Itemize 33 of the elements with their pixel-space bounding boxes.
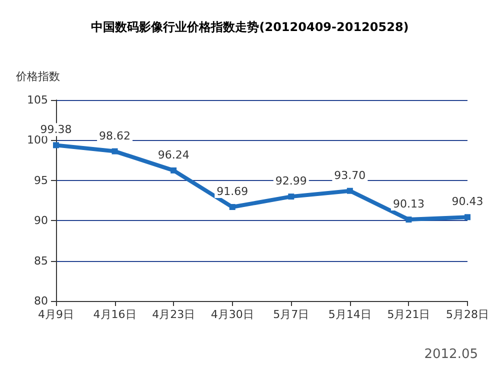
y-tick-label: 100: [27, 134, 48, 147]
point: [112, 148, 118, 154]
x-tick-label: 5月28日: [446, 308, 489, 321]
point: [53, 142, 59, 148]
point: [288, 194, 294, 200]
point: [464, 214, 470, 220]
data-label: 92.99: [275, 174, 307, 188]
data-label: 96.24: [158, 148, 190, 162]
y-tick-label: 95: [34, 174, 48, 187]
y-tick-label: 105: [27, 94, 48, 106]
point: [346, 188, 353, 194]
x-tick-label: 4月16日: [93, 308, 136, 321]
point: [229, 204, 236, 210]
y-tick-label: 90: [34, 214, 48, 228]
point: [406, 216, 412, 223]
x-tick-label: 4月23日: [152, 308, 196, 321]
x-tick-label: 5月14日: [328, 308, 372, 321]
data-label: 91.69: [216, 185, 248, 198]
data-label: 90.43: [452, 195, 484, 208]
y-tick-label: 80: [34, 294, 48, 308]
chart-title: 中国数码影像行业价格指数走势(20120409-20120528): [91, 20, 409, 34]
text: 2012.05: [424, 347, 478, 362]
point: [170, 167, 177, 174]
data-label: 99.38: [40, 123, 72, 136]
x-tick-label: 5月21日: [387, 308, 430, 321]
y-axis-title: 价格指数: [15, 70, 60, 83]
data-label: 98.62: [99, 129, 131, 142]
x-tick-label: 5月7日: [273, 308, 310, 321]
y-tick-label: 85: [34, 254, 48, 268]
x-tick-label: 4月30日: [210, 308, 254, 321]
x-tick-label: 4月9日: [38, 308, 74, 321]
data-label: 93.70: [334, 168, 366, 182]
data-label: 90.13: [392, 198, 424, 211]
